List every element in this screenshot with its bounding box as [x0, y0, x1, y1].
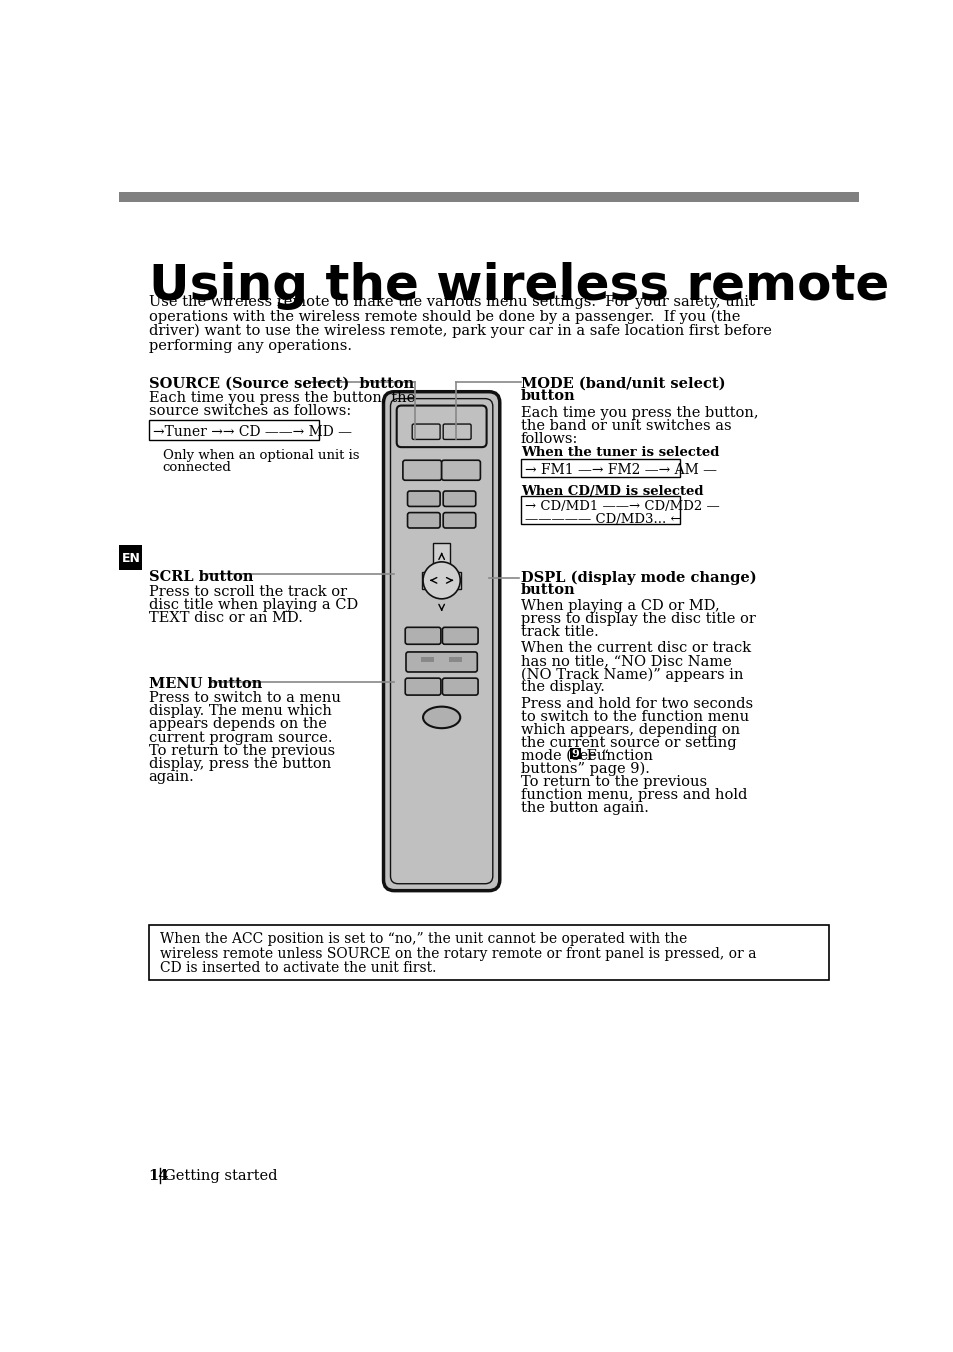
Text: wireless remote unless SOURCE on the rotary remote or front panel is pressed, or: wireless remote unless SOURCE on the rot… [159, 946, 756, 961]
Text: When the tuner is selected: When the tuner is selected [520, 446, 719, 460]
Text: Press and hold for two seconds: Press and hold for two seconds [520, 696, 752, 711]
FancyBboxPatch shape [442, 627, 477, 645]
Bar [433, 544, 450, 581]
FancyBboxPatch shape [402, 460, 441, 480]
Text: Press to switch to a menu: Press to switch to a menu [149, 691, 340, 706]
Text: driver) want to use the wireless remote, park your car in a safe location first : driver) want to use the wireless remote,… [149, 324, 771, 338]
Ellipse shape [422, 707, 459, 729]
Text: the button again.: the button again. [520, 802, 648, 815]
Text: Press to scroll the track or: Press to scroll the track or [149, 585, 347, 599]
Text: MENU button: MENU button [149, 676, 262, 691]
Text: disc title when playing a CD: disc title when playing a CD [149, 598, 357, 612]
Bar [421, 657, 434, 662]
Text: function menu, press and hold: function menu, press and hold [520, 788, 746, 802]
Text: source switches as follows:: source switches as follows: [149, 404, 351, 418]
Text: Getting started: Getting started [164, 1169, 277, 1183]
Text: display, press the button: display, press the button [149, 757, 331, 771]
Text: DSPL (display mode change): DSPL (display mode change) [520, 571, 756, 584]
Text: Use the wireless remote to make the various menu settings.  For your safety, uni: Use the wireless remote to make the vari… [149, 295, 754, 308]
Text: When the current disc or track: When the current disc or track [520, 641, 750, 656]
Text: operations with the wireless remote should be done by a passenger.  If you (the: operations with the wireless remote shou… [149, 310, 740, 323]
FancyBboxPatch shape [412, 425, 439, 439]
FancyBboxPatch shape [396, 406, 486, 448]
Text: button: button [520, 584, 575, 598]
Text: the display.: the display. [520, 680, 604, 695]
Text: button: button [520, 389, 575, 403]
Text: performing any operations.: performing any operations. [149, 338, 352, 353]
FancyBboxPatch shape [406, 652, 476, 672]
Text: Only when an optional unit is: Only when an optional unit is [162, 449, 358, 462]
Bar [119, 192, 858, 203]
Bar [422, 572, 460, 589]
Text: When the ACC position is set to “no,” the unit cannot be operated with the: When the ACC position is set to “no,” th… [159, 933, 686, 946]
Text: CD is inserted to activate the unit first.: CD is inserted to activate the unit firs… [159, 961, 436, 976]
Text: buttons” page 9).: buttons” page 9). [520, 763, 649, 776]
Text: To return to the previous: To return to the previous [149, 744, 335, 757]
FancyBboxPatch shape [407, 491, 439, 507]
Text: Using the wireless remote: Using the wireless remote [149, 262, 888, 311]
Text: again.: again. [149, 769, 194, 784]
Text: (NO Track Name)” appears in: (NO Track Name)” appears in [520, 668, 742, 681]
Text: TEXT disc or an MD.: TEXT disc or an MD. [149, 611, 302, 625]
Text: track title.: track title. [520, 625, 598, 639]
Text: Function: Function [581, 749, 652, 763]
Bar [119, 545, 142, 569]
FancyBboxPatch shape [405, 679, 440, 695]
Bar [570, 748, 580, 758]
FancyBboxPatch shape [405, 627, 440, 645]
Text: press to display the disc title or: press to display the disc title or [520, 612, 755, 626]
Text: Each time you press the button,: Each time you press the button, [520, 406, 758, 419]
Text: → FM1 —→ FM2 —→ AM —: → FM1 —→ FM2 —→ AM — [524, 462, 716, 476]
Text: 14: 14 [149, 1169, 169, 1183]
Text: 9: 9 [571, 748, 578, 758]
Text: which appears, depending on: which appears, depending on [520, 723, 739, 737]
Bar [449, 657, 461, 662]
Bar [149, 925, 828, 980]
Text: When CD/MD is selected: When CD/MD is selected [520, 485, 702, 498]
Text: EN: EN [121, 552, 140, 565]
Text: To return to the previous: To return to the previous [520, 775, 706, 790]
FancyBboxPatch shape [443, 512, 476, 529]
Text: the band or unit switches as: the band or unit switches as [520, 419, 731, 433]
FancyBboxPatch shape [443, 425, 471, 439]
Text: Each time you press the button, the: Each time you press the button, the [149, 391, 415, 406]
Text: appears depends on the: appears depends on the [149, 718, 326, 731]
FancyBboxPatch shape [442, 679, 477, 695]
Bar [520, 496, 679, 525]
FancyBboxPatch shape [441, 460, 480, 480]
Circle shape [422, 562, 459, 599]
Text: ————— CD/MD3... ←: ————— CD/MD3... ← [524, 514, 680, 526]
Text: current program source.: current program source. [149, 730, 332, 745]
Text: When playing a CD or MD,: When playing a CD or MD, [520, 599, 719, 612]
Text: to switch to the function menu: to switch to the function menu [520, 710, 748, 723]
Text: connected: connected [162, 461, 232, 475]
Bar [149, 420, 319, 441]
Text: mode (see “: mode (see “ [520, 749, 608, 763]
Text: MODE (band/unit select): MODE (band/unit select) [520, 376, 724, 391]
Text: SOURCE (Source select)  button: SOURCE (Source select) button [149, 376, 414, 391]
Text: → CD/MD1 ——→ CD/MD2 —: → CD/MD1 ——→ CD/MD2 — [524, 500, 719, 514]
FancyBboxPatch shape [443, 491, 476, 507]
FancyBboxPatch shape [407, 512, 439, 529]
Text: follows:: follows: [520, 431, 578, 446]
Text: has no title, “NO Disc Name: has no title, “NO Disc Name [520, 654, 731, 668]
Text: →Tuner →→ CD ——→ MD —: →Tuner →→ CD ——→ MD — [153, 425, 352, 439]
Text: display. The menu which: display. The menu which [149, 704, 332, 718]
Text: SCRL button: SCRL button [149, 571, 253, 584]
FancyBboxPatch shape [383, 392, 499, 891]
Text: the current source or setting: the current source or setting [520, 735, 736, 750]
Bar [520, 458, 679, 477]
